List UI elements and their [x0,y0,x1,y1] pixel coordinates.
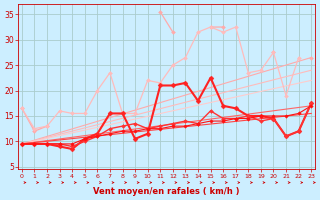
X-axis label: Vent moyen/en rafales ( km/h ): Vent moyen/en rafales ( km/h ) [93,187,240,196]
